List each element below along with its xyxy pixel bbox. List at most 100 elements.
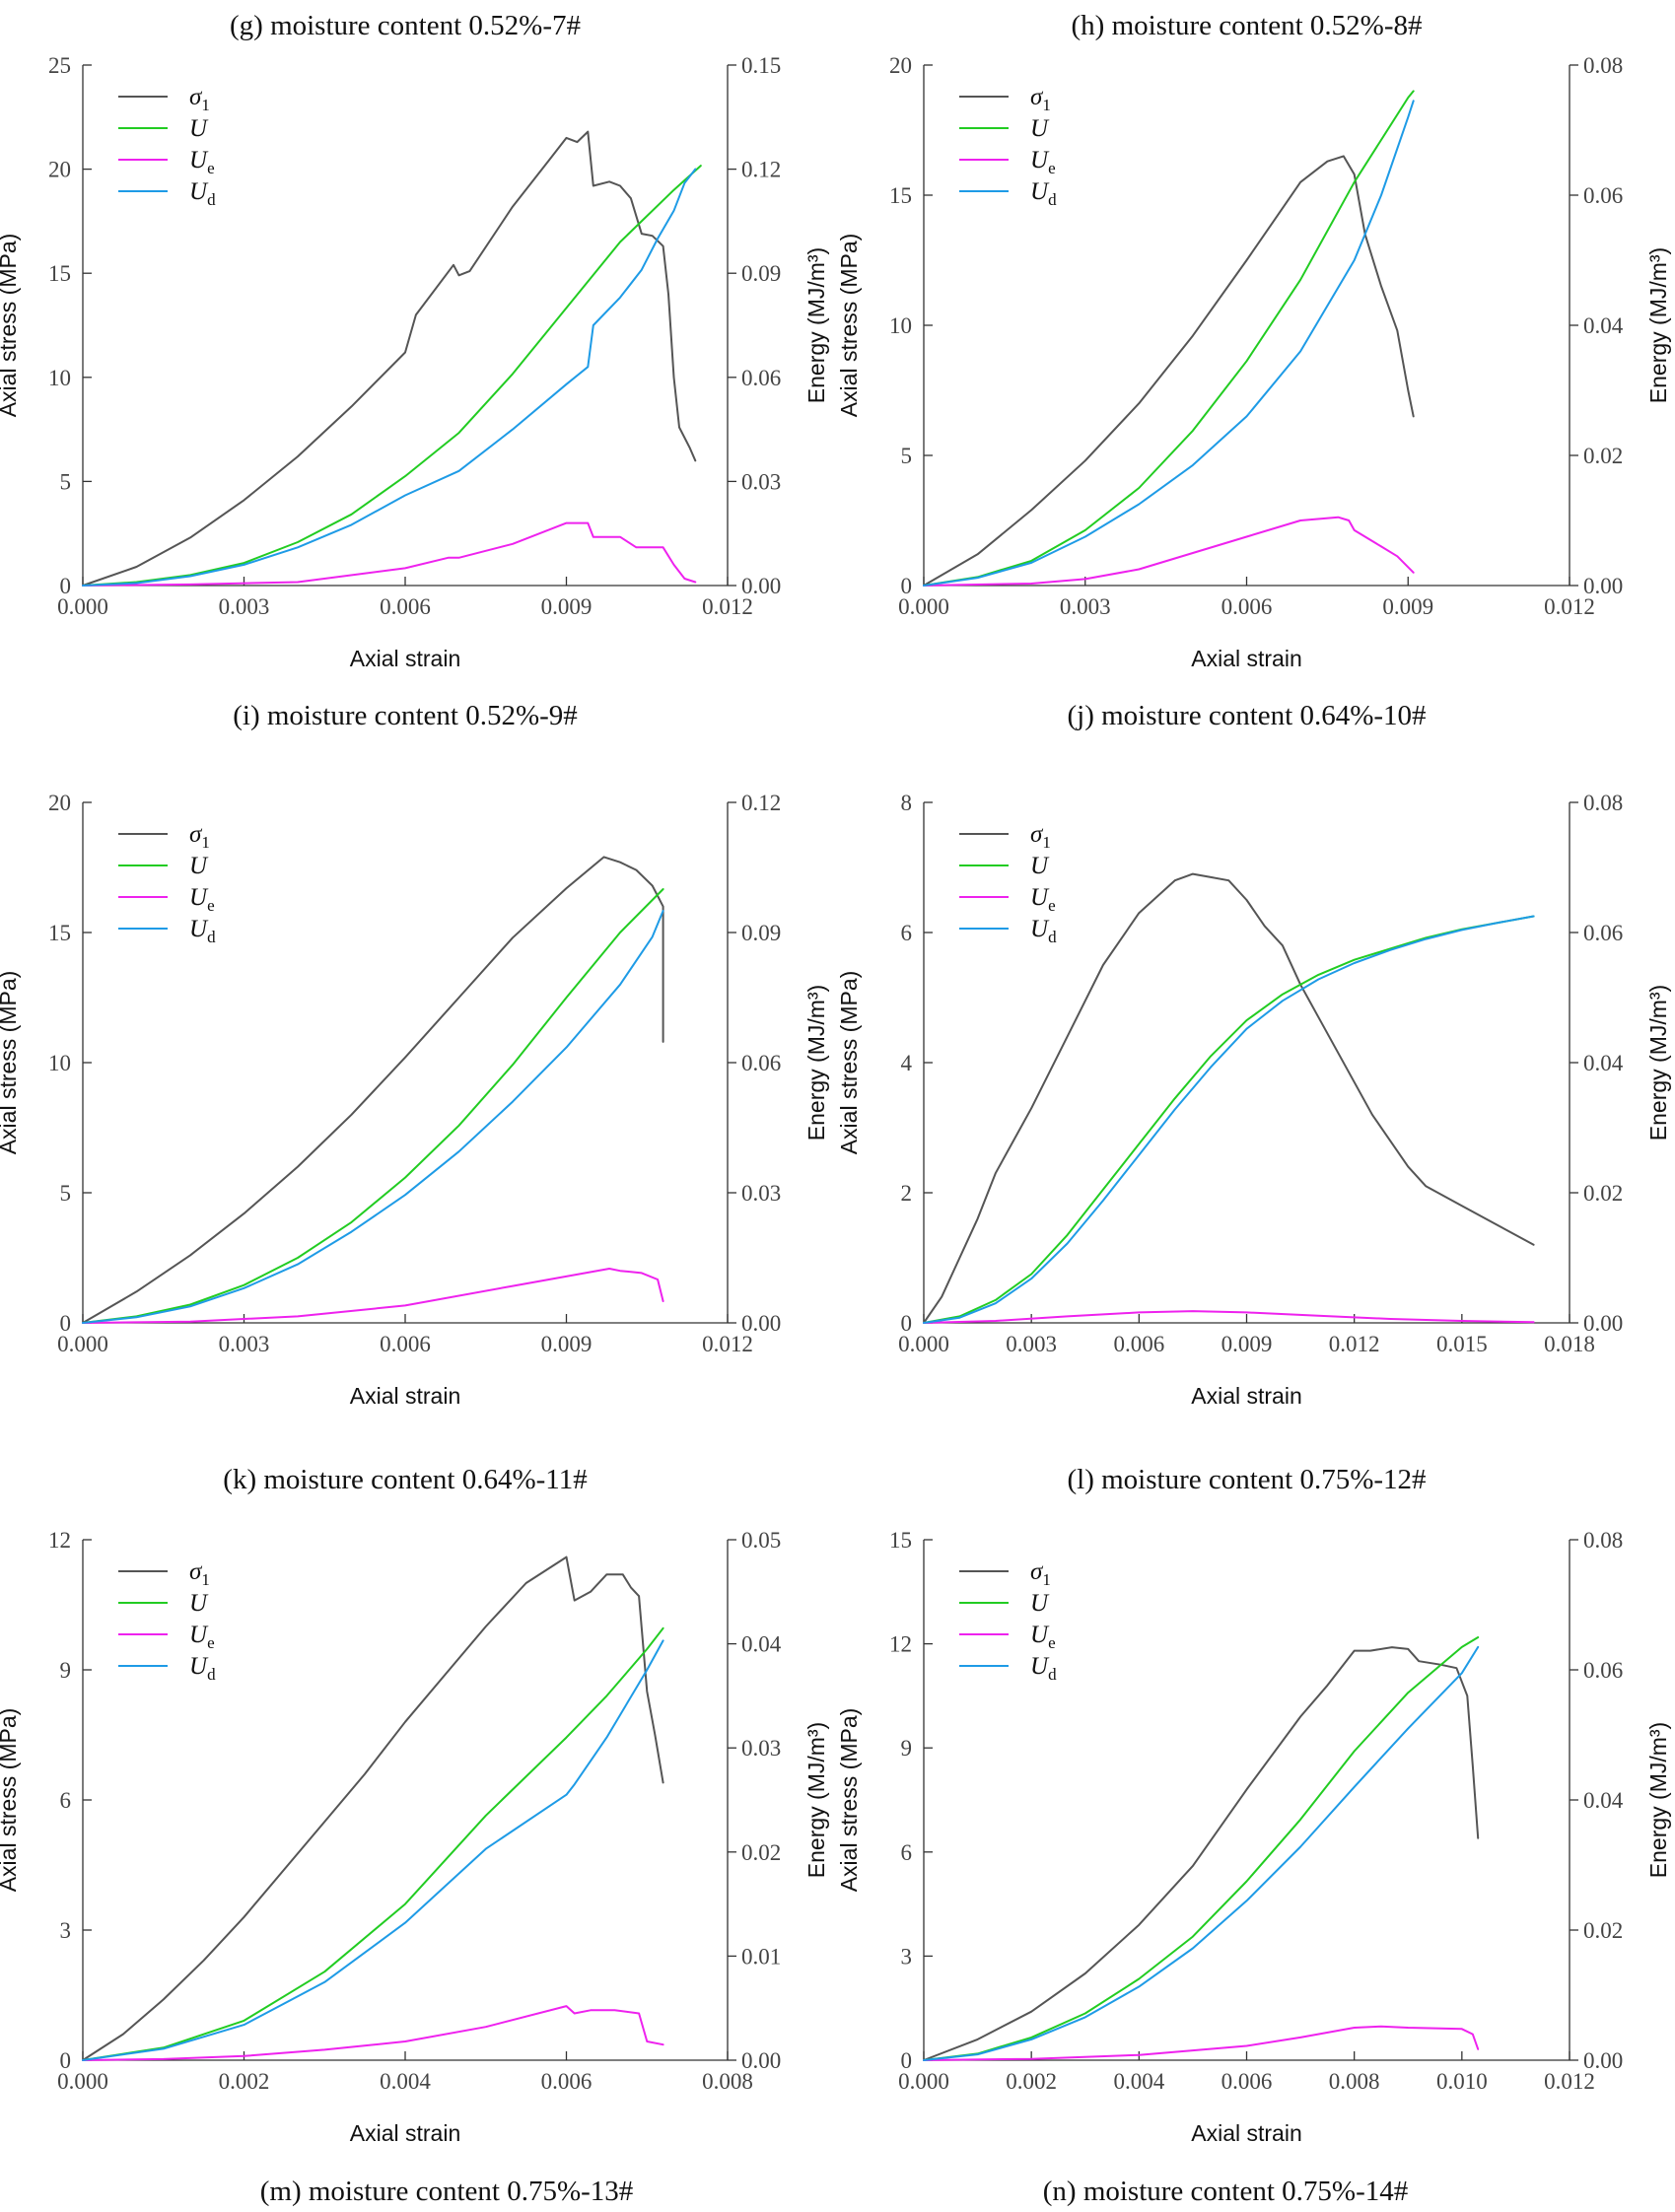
- series-Ue-line: [82, 1268, 664, 1324]
- y-tick-label: 0: [901, 1311, 913, 1336]
- chart-panel: (k) moisture content 0.64%-11#0.000 0.002…: [0, 1464, 829, 2146]
- y2-tick-label: 0.02: [1583, 1181, 1623, 1206]
- legend-label-sigma1: σ1: [1030, 1558, 1051, 1589]
- y2-tick-label: 0.02: [741, 1840, 781, 1865]
- y-tick-label: 3: [901, 1944, 913, 1969]
- chart-title: (j) moisture content 0.64%-10#: [1067, 700, 1426, 731]
- series-sigma1-line: [82, 856, 664, 1324]
- x-axis-title: Axial strain: [1191, 2120, 1301, 2146]
- legend-label-Ue: Ue: [1030, 147, 1056, 177]
- y2-tick-label: 0.08: [1583, 791, 1623, 815]
- y2-tick-label: 0.06: [741, 366, 781, 390]
- series-sigma1-line: [82, 1555, 664, 2061]
- y-tick-label: 0: [60, 2048, 72, 2073]
- chart-title: (k) moisture content 0.64%-11#: [223, 1464, 587, 1495]
- legend-label-Ue: Ue: [1030, 1622, 1056, 1652]
- legend-label-U: U: [189, 115, 209, 142]
- x-tick-label: 0.000: [898, 1332, 949, 1356]
- y-tick-label: 0: [901, 574, 913, 598]
- y-tick-label: 25: [48, 53, 71, 78]
- y-tick-label: 12: [48, 1528, 71, 1553]
- legend-label-Ue: Ue: [189, 884, 215, 915]
- y2-tick-label: 0.03: [741, 1181, 781, 1206]
- legend-label-sigma1: σ1: [189, 1558, 210, 1589]
- series-sigma1-line: [82, 130, 697, 587]
- x-tick-label: 0.009: [1382, 594, 1433, 619]
- legend-label-Ud: Ud: [189, 1653, 216, 1684]
- y-tick-label: 6: [60, 1788, 72, 1813]
- y2-tick-label: 0.04: [1583, 313, 1624, 338]
- x-axis-title: Axial strain: [350, 646, 460, 671]
- chart-panel: (g) moisture content 0.52%-7#0.000 0.003 0…: [0, 10, 829, 671]
- chart-title: (g) moisture content 0.52%-7#: [230, 10, 581, 41]
- series-U-line: [923, 915, 1535, 1324]
- x-tick-label: 0.012: [1329, 1332, 1380, 1356]
- y2-tick-label: 0.06: [1583, 183, 1623, 208]
- legend-label-U: U: [1030, 853, 1050, 879]
- x-axis-title: Axial strain: [350, 1383, 460, 1409]
- x-tick-label: 0.006: [1113, 1332, 1164, 1356]
- series-U-line: [923, 1636, 1480, 2061]
- y2-tick-label: 0.01: [741, 1944, 781, 1969]
- series-U-line: [923, 90, 1415, 587]
- x-tick-label: 0.018: [1544, 1332, 1595, 1356]
- y-tick-label: 15: [889, 1528, 912, 1553]
- y2-axis-title: Energy (MJ/m³): [803, 1722, 829, 1878]
- y2-tick-label: 0.06: [741, 1051, 781, 1075]
- y2-tick-label: 0.02: [1583, 1918, 1623, 1943]
- x-tick-label: 0.000: [898, 2069, 949, 2094]
- legend-label-sigma1: σ1: [189, 821, 210, 852]
- x-tick-label: 0.002: [1006, 2069, 1057, 2094]
- x-tick-label: 0.003: [1006, 1332, 1057, 1356]
- legend-label-Ud: Ud: [189, 178, 216, 209]
- y-tick-label: 15: [48, 921, 71, 945]
- y2-axis-title: Energy (MJ/m³): [1645, 985, 1671, 1141]
- series-Ue-line: [923, 1310, 1535, 1324]
- y-tick-label: 0: [901, 2048, 913, 2073]
- x-tick-label: 0.015: [1436, 1332, 1488, 1356]
- chart-panel: (i) moisture content 0.52%-9#0.000 0.003 0…: [0, 700, 829, 1409]
- legend-label-U: U: [1030, 115, 1050, 142]
- x-tick-label: 0.004: [380, 2069, 431, 2094]
- y-tick-label: 0: [60, 1311, 72, 1336]
- x-axis-title: Axial strain: [1191, 1383, 1301, 1409]
- y2-tick-label: 0.05: [741, 1528, 781, 1553]
- y2-tick-label: 0.08: [1583, 53, 1623, 78]
- y-tick-label: 5: [901, 444, 913, 468]
- legend-label-U: U: [189, 853, 209, 879]
- y2-tick-label: 0.12: [741, 791, 781, 815]
- x-axis-title: Axial strain: [1191, 646, 1301, 671]
- y-tick-label: 5: [60, 469, 72, 494]
- y-axis-title: Axial stress (MPa): [836, 1708, 862, 1893]
- legend-label-Ud: Ud: [1030, 916, 1057, 946]
- series-Ud-line: [923, 915, 1535, 1324]
- x-tick-label: 0.012: [1544, 2069, 1595, 2094]
- series-Ud-line: [923, 100, 1415, 587]
- legend-label-sigma1: σ1: [189, 84, 210, 114]
- x-tick-label: 0.000: [57, 594, 108, 619]
- legend-label-Ud: Ud: [189, 916, 216, 946]
- x-tick-label: 0.006: [541, 2069, 593, 2094]
- series-Ue-line: [82, 2005, 664, 2061]
- y-axis-title: Axial stress (MPa): [0, 1708, 21, 1893]
- y-tick-label: 8: [901, 791, 913, 815]
- y-tick-label: 20: [48, 158, 71, 182]
- y-axis-title: Axial stress (MPa): [836, 971, 862, 1155]
- series-Ue-line: [82, 521, 697, 587]
- legend-label-sigma1: σ1: [1030, 84, 1051, 114]
- x-tick-label: 0.006: [380, 594, 431, 619]
- y2-axis-title: Energy (MJ/m³): [1645, 1722, 1671, 1878]
- series-U-line: [82, 888, 664, 1324]
- y2-tick-label: 0.08: [1583, 1528, 1623, 1553]
- x-tick-label: 0.010: [1436, 2069, 1488, 2094]
- y2-tick-label: 0.00: [1583, 574, 1623, 598]
- y2-tick-label: 0.06: [1583, 1658, 1623, 1683]
- series-sigma1-line: [923, 1646, 1480, 2061]
- y-tick-label: 2: [901, 1181, 913, 1206]
- chart-title: (l) moisture content 0.75%-12#: [1067, 1464, 1426, 1495]
- y2-axis-title: Energy (MJ/m³): [1645, 247, 1671, 403]
- x-tick-label: 0.006: [1221, 594, 1273, 619]
- chart-title: (i) moisture content 0.52%-9#: [233, 700, 578, 731]
- x-tick-label: 0.000: [57, 1332, 108, 1356]
